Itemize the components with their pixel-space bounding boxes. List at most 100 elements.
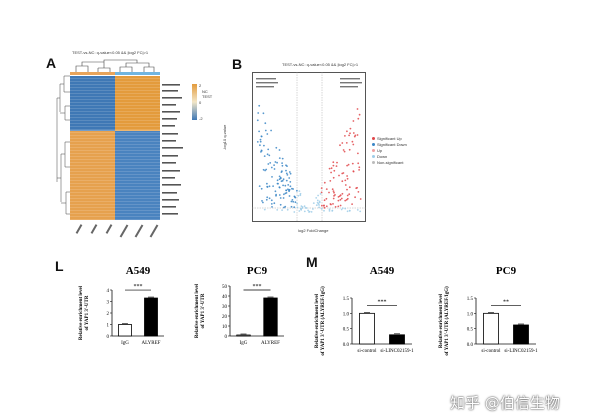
volcano-point	[262, 201, 264, 204]
legend-significant-up: Significant Up	[377, 136, 402, 141]
volcano-point	[293, 211, 296, 213]
l-pc9-ytick-label: 0	[225, 335, 228, 340]
m-a549-ytick-label: 0.5	[343, 328, 350, 333]
volcano-point	[312, 202, 315, 205]
volcano-point	[347, 163, 350, 166]
volcano-point	[348, 186, 351, 189]
volcano-point	[344, 184, 347, 186]
volcano-point	[263, 208, 266, 211]
heatmap-legend-group-test: TEST	[202, 94, 213, 99]
volcano-point	[323, 199, 326, 202]
heatmap-group-bar	[70, 72, 160, 75]
volcano-point	[348, 148, 351, 151]
volcano-point	[276, 179, 279, 182]
volcano-point	[279, 203, 282, 206]
volcano-point	[351, 203, 353, 206]
volcano-point	[270, 166, 273, 169]
volcano-point	[287, 188, 289, 191]
volcano-point	[281, 157, 284, 160]
volcano-point	[281, 162, 283, 164]
volcano-point	[344, 135, 346, 137]
volcano-point	[328, 208, 331, 211]
volcano-point	[292, 200, 295, 203]
volcano-point	[266, 196, 269, 199]
volcano-point	[320, 187, 323, 189]
legend-significant-down: Significant Down	[377, 142, 407, 147]
volcano-point	[290, 205, 293, 208]
volcano-point	[343, 150, 346, 153]
heatmap-legend-tick-mid: 0	[199, 100, 202, 105]
volcano-point	[352, 132, 355, 134]
legend-up: Up	[377, 148, 383, 153]
volcano-point	[282, 178, 285, 181]
volcano-point	[340, 197, 343, 200]
m-a549-title: A549	[370, 265, 395, 277]
volcano-title: TEST-vs-NC: q-value<0.05 && |log2 FC|>1	[282, 62, 359, 67]
volcano-point	[268, 185, 271, 188]
l-a549-ytick-label: 1	[107, 324, 110, 329]
l-a549-category-label: ALYREF	[142, 341, 161, 346]
l-pc9-bar	[236, 334, 251, 337]
volcano-point	[359, 198, 362, 200]
volcano-point	[341, 207, 344, 210]
volcano-point	[352, 143, 355, 146]
legend-swatch-significant-up	[372, 137, 375, 140]
volcano-point	[320, 191, 323, 194]
volcano-point	[283, 193, 285, 196]
volcano-point	[332, 197, 335, 200]
m-pc9-bar	[483, 312, 499, 345]
volcano-point	[285, 189, 287, 192]
m-a549-ylabel-line1: Relative enrichment level	[315, 293, 320, 348]
m-pc9-title: PC9	[496, 265, 517, 277]
volcano-point	[330, 203, 332, 206]
volcano-point	[281, 164, 284, 167]
volcano-point	[275, 146, 278, 149]
volcano-point	[356, 108, 359, 110]
m-a549-bar	[389, 334, 405, 345]
m-a549-bar	[359, 312, 375, 345]
legend-non-significant: Non-significant	[377, 160, 404, 165]
volcano-point	[288, 171, 291, 173]
volcano-point	[266, 186, 269, 188]
volcano-point	[325, 205, 328, 208]
volcano-point	[278, 175, 281, 178]
volcano-point	[270, 129, 272, 132]
volcano-point	[331, 209, 334, 212]
volcano-point	[332, 161, 335, 164]
volcano-point	[344, 179, 347, 182]
volcano-point	[325, 197, 328, 200]
volcano-point	[357, 117, 360, 120]
volcano-point	[312, 208, 314, 210]
volcano-point	[282, 197, 285, 199]
volcano-point	[358, 169, 360, 171]
volcano-point	[258, 185, 261, 187]
volcano-point	[303, 205, 306, 208]
volcano-point	[285, 179, 288, 182]
volcano-point	[315, 204, 318, 207]
volcano-point	[266, 182, 268, 185]
volcano-point	[353, 135, 356, 138]
l-pc9-ylabel-line1: Relative enrichment level	[195, 283, 200, 338]
heatmap-legend-bar	[192, 84, 197, 120]
volcano-point	[344, 207, 347, 210]
volcano-point	[329, 180, 332, 182]
volcano-point	[339, 194, 342, 197]
volcano-point	[291, 199, 294, 201]
volcano-point	[318, 206, 320, 209]
legend-swatch-down	[372, 155, 375, 158]
volcano-stat-box-left	[256, 78, 278, 88]
m-pc9-bar	[513, 324, 529, 345]
volcano-point	[334, 206, 337, 208]
volcano-point	[264, 129, 267, 132]
volcano-point	[345, 142, 348, 144]
heatmap-dendrogram	[75, 59, 155, 72]
volcano-point	[268, 154, 271, 157]
volcano-point	[323, 205, 325, 207]
volcano-point	[274, 190, 277, 193]
volcano-point	[260, 151, 262, 153]
volcano-point	[354, 196, 356, 199]
heatmap-gene-labels	[162, 84, 183, 215]
m-a549-ylabel-line2: of YAP1 3'-UTR (ALYREF/IgG)	[321, 286, 326, 356]
volcano-point	[335, 165, 338, 167]
volcano-point	[337, 199, 340, 202]
